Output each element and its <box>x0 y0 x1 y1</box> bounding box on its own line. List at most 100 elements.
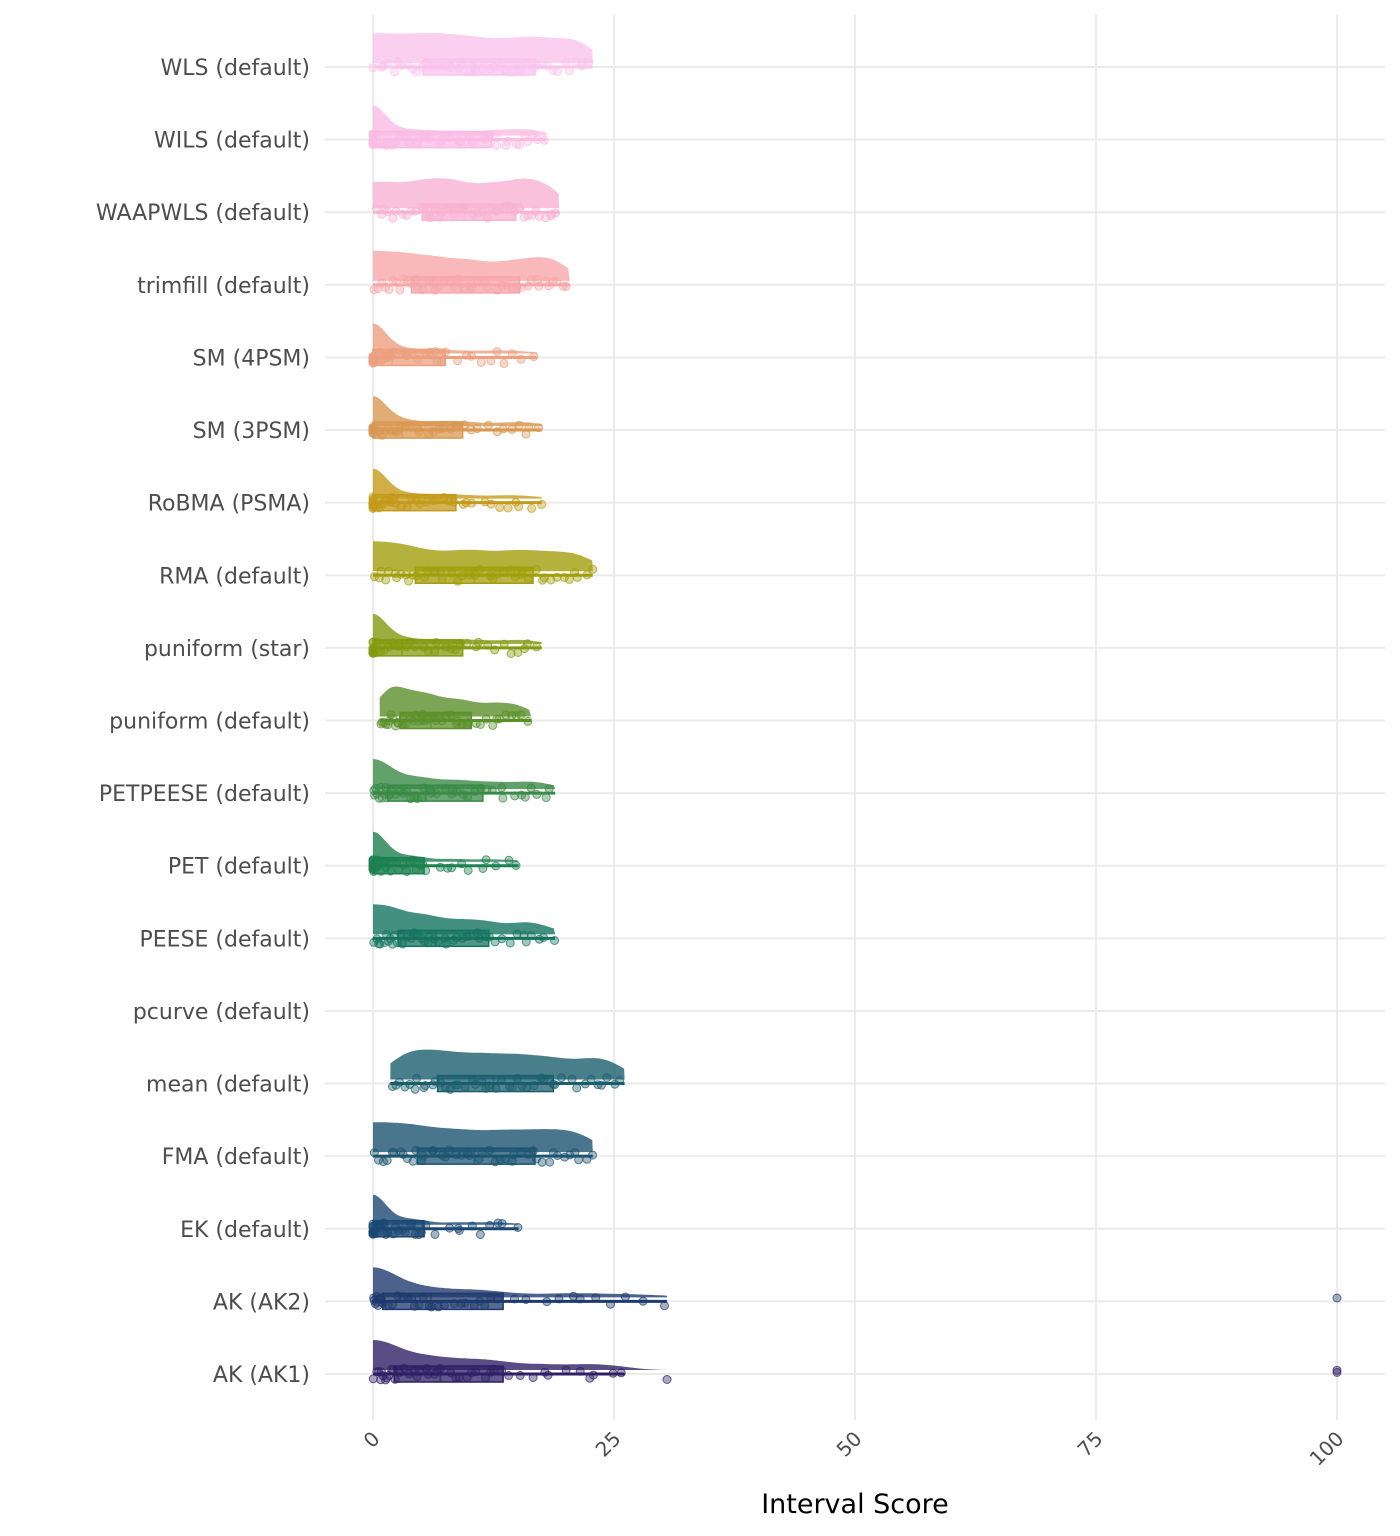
data-point <box>495 502 505 512</box>
data-point <box>524 422 534 432</box>
series-group <box>369 904 560 949</box>
data-point <box>395 1077 404 1087</box>
data-point <box>570 568 579 578</box>
data-point <box>488 720 498 730</box>
data-point <box>378 1298 388 1308</box>
data-point <box>407 1293 417 1303</box>
data-point <box>483 420 493 430</box>
data-point <box>460 284 470 294</box>
data-point <box>418 1151 428 1161</box>
data-point <box>415 1366 424 1376</box>
data-point <box>386 866 395 876</box>
data-point <box>564 574 574 584</box>
data-point <box>491 861 501 871</box>
data-point <box>436 567 446 576</box>
data-point <box>397 347 407 357</box>
data-point <box>520 644 529 654</box>
data-point <box>492 714 502 724</box>
data-point <box>481 855 491 865</box>
data-point <box>532 789 542 799</box>
data-point <box>428 1146 438 1156</box>
data-point <box>417 793 427 803</box>
data-point <box>421 866 431 876</box>
series-group <box>370 541 598 586</box>
data-point <box>483 282 492 292</box>
x-tick-label: 50 <box>832 1427 867 1462</box>
data-point <box>480 1301 490 1311</box>
data-point <box>368 139 378 149</box>
density-cloud <box>373 541 593 572</box>
data-point <box>528 1373 538 1382</box>
density-cloud <box>373 250 570 281</box>
data-point <box>516 710 526 720</box>
data-point <box>507 711 517 720</box>
data-point <box>588 1150 598 1160</box>
data-point <box>446 62 456 72</box>
data-point <box>550 936 560 945</box>
data-point <box>596 1080 606 1090</box>
data-point <box>452 716 462 726</box>
data-point <box>608 1368 618 1378</box>
series-group <box>371 178 561 223</box>
y-axis-label: FMA (default) <box>162 1145 310 1170</box>
data-point <box>433 937 443 947</box>
data-point <box>432 789 442 799</box>
data-point <box>485 1145 495 1155</box>
density-cloud <box>373 1340 668 1370</box>
data-point <box>591 1293 601 1303</box>
data-point <box>471 642 481 652</box>
y-axis-label: RoBMA (PSMA) <box>148 492 310 517</box>
data-point <box>388 939 398 949</box>
data-point <box>478 207 488 217</box>
data-point <box>570 1148 580 1158</box>
data-point <box>475 720 485 729</box>
data-point <box>510 791 520 801</box>
data-point <box>523 574 533 584</box>
data-point <box>484 1081 494 1091</box>
data-point <box>615 1076 624 1086</box>
data-point <box>404 421 414 430</box>
data-point <box>543 1370 553 1380</box>
data-point <box>441 347 450 357</box>
data-point <box>463 792 473 802</box>
data-point <box>368 1374 378 1384</box>
data-point <box>379 1218 389 1228</box>
data-point <box>497 1366 507 1376</box>
data-point <box>498 793 508 803</box>
data-point <box>408 855 417 865</box>
data-point <box>504 855 514 865</box>
data-point <box>488 1364 498 1374</box>
data-point <box>438 423 448 433</box>
data-point <box>582 570 592 580</box>
data-point <box>458 59 467 69</box>
y-axis-label: pcurve (default) <box>133 1000 310 1025</box>
series-group <box>376 686 533 731</box>
data-point <box>423 647 433 656</box>
data-point <box>542 1297 552 1307</box>
data-point <box>521 937 531 947</box>
data-point <box>499 639 509 649</box>
data-point <box>368 495 378 505</box>
series-group <box>368 105 549 150</box>
data-point <box>513 648 523 657</box>
series-group <box>368 468 547 513</box>
data-point <box>386 497 396 507</box>
data-point <box>472 424 482 434</box>
data-point <box>567 1074 577 1084</box>
data-point <box>575 1294 585 1304</box>
data-point <box>449 209 459 218</box>
data-point <box>515 65 525 74</box>
data-point <box>471 1367 481 1377</box>
data-point <box>430 1229 440 1239</box>
data-point <box>407 349 417 359</box>
data-point <box>402 867 412 876</box>
data-point <box>418 1292 428 1302</box>
data-point <box>376 566 386 576</box>
data-point <box>500 64 510 74</box>
data-point <box>457 571 467 581</box>
data-point <box>1332 1367 1342 1377</box>
x-tick-label: 0 <box>359 1427 385 1453</box>
data-point <box>395 285 405 295</box>
data-point <box>662 1375 672 1384</box>
data-point <box>455 137 465 147</box>
